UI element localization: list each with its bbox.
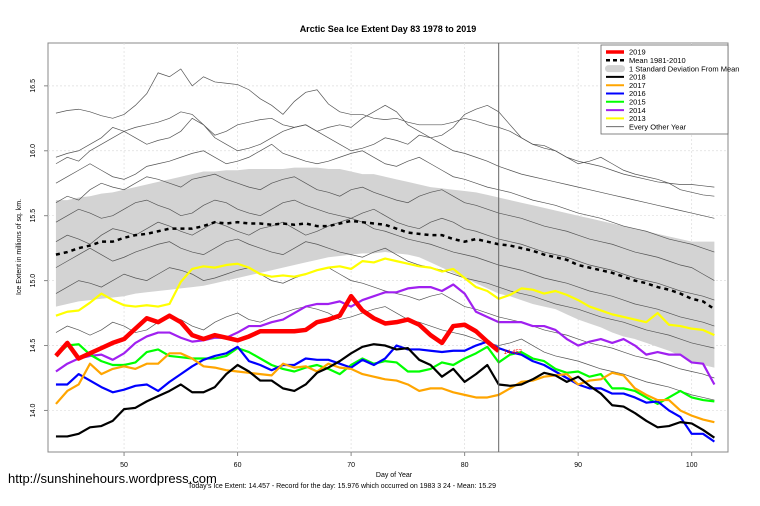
legend-label: 2014	[629, 106, 646, 115]
y-tick-label: 15.0	[30, 274, 37, 288]
std-deviation-band	[55, 167, 715, 368]
other-year-line	[55, 199, 715, 301]
y-tick-label: 16.5	[30, 79, 37, 93]
other-year-line	[55, 238, 715, 349]
chart-title: Arctic Sea Ice Extent Day 83 1978 to 201…	[300, 24, 477, 34]
legend-label: 2017	[629, 81, 646, 90]
other-year-line	[55, 217, 715, 327]
current-day-marker: 14.457	[498, 43, 523, 452]
other-years	[55, 68, 715, 401]
other-year-line	[55, 173, 715, 281]
legend-swatch	[605, 65, 625, 73]
y-tick-label: 14.5	[30, 339, 37, 353]
x-axis-label: Day of Year	[376, 472, 413, 479]
mean-1981-2010-line	[55, 219, 716, 311]
other-year-line	[55, 267, 715, 379]
x-tick-label: 90	[574, 462, 582, 469]
footer-text: Today's Ice Extent: 14.457 - Record for …	[188, 483, 496, 490]
watermark-url: http://sunshinehours.wordpress.com	[8, 471, 217, 486]
x-tick-label: 100	[686, 462, 698, 469]
series-line-2015	[55, 343, 715, 406]
other-year-line	[55, 143, 715, 253]
current-value-label: 14.457	[504, 350, 523, 356]
x-tick-label: 80	[461, 462, 469, 469]
legend-label: 2019	[629, 48, 646, 57]
y-tick-label: 16.0	[30, 144, 37, 158]
legend-label: 2015	[629, 98, 646, 107]
series-line-2013	[55, 257, 715, 337]
mean-line	[55, 219, 716, 311]
y-axis-label: Ice Extent in millions of sq. km.	[16, 199, 23, 295]
x-tick-label: 70	[347, 462, 355, 469]
y-tick-label: 14.0	[30, 404, 37, 418]
series-lines	[54, 257, 716, 443]
plot-frame	[47, 42, 729, 453]
series-line-2014	[55, 283, 716, 386]
legend-label: Every Other Year	[629, 122, 687, 131]
legend-label: Mean 1981-2010	[629, 56, 686, 65]
x-tick-label: 60	[234, 462, 242, 469]
y-axis: 14.0 14.5 15.0 15.5 16.0 16.5	[30, 79, 48, 417]
y-tick-label: 15.5	[30, 209, 37, 223]
x-tick-label: 50	[120, 462, 128, 469]
other-year-line	[55, 104, 715, 197]
series-line-2018	[55, 343, 715, 439]
legend-label: 2013	[629, 114, 646, 123]
legend-label: 2018	[629, 73, 646, 82]
x-axis: 50 60 70 80 90 100	[120, 452, 698, 469]
std-band	[55, 167, 715, 368]
other-year-line	[55, 117, 715, 219]
other-year-line	[55, 68, 715, 188]
legend-label: 2016	[629, 89, 646, 98]
legend-label: 1 Standard Deviation From Mean	[629, 64, 739, 73]
series-line-2016	[55, 340, 715, 443]
series-line-2017	[55, 352, 715, 424]
series-line-2019	[54, 293, 501, 361]
